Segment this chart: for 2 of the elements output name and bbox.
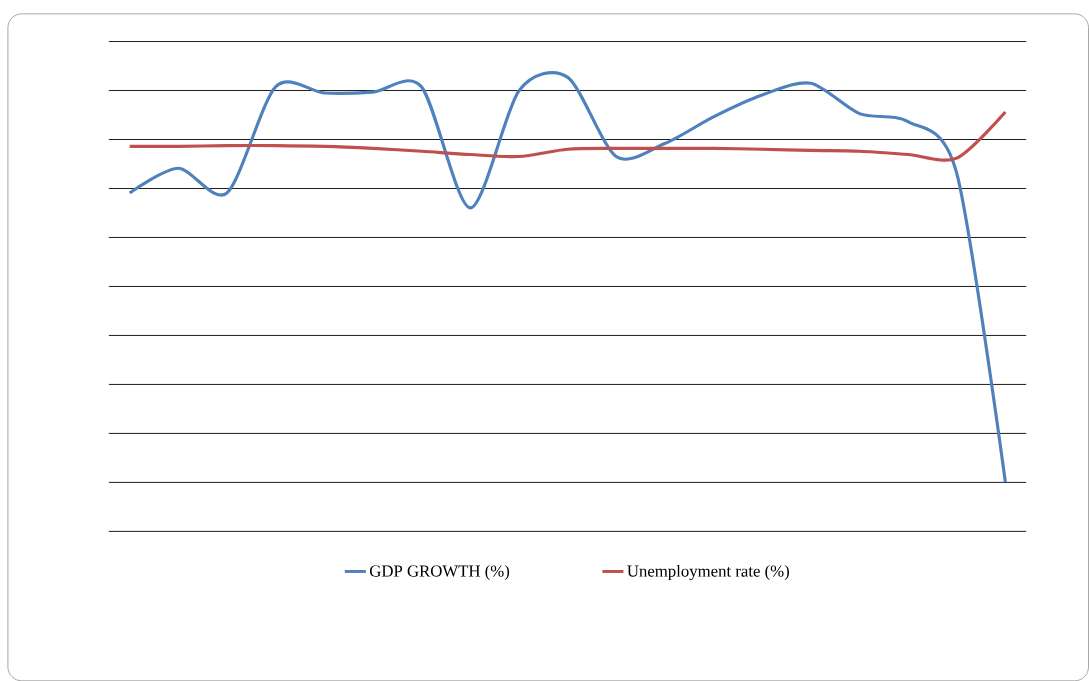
legend-label: Unemployment rate (%) <box>627 564 789 581</box>
legend-label: GDP GROWTH (%) <box>369 564 510 580</box>
